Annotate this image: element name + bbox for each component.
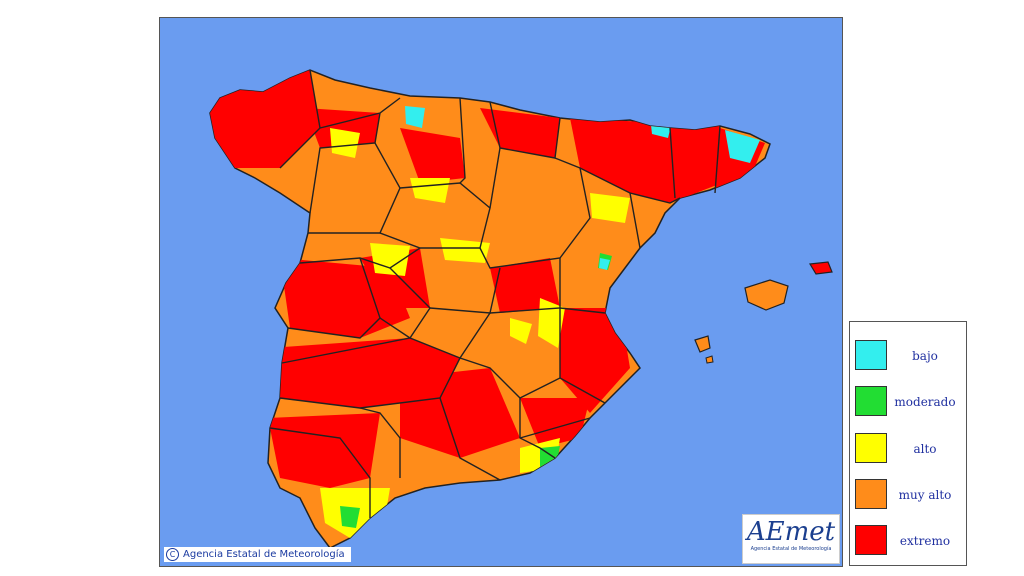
legend-item-alto: alto	[850, 426, 966, 472]
risk-map: C Agencia Estatal de Meteorología AEmet A…	[159, 17, 843, 567]
copyright-notice: C Agencia Estatal de Meteorología	[164, 547, 351, 562]
legend-swatch	[855, 525, 887, 555]
aemet-logo: AEmet Agencia Estatal de Meteorología	[742, 514, 840, 564]
legend-label: muy alto	[898, 488, 952, 502]
legend-swatch	[855, 386, 887, 416]
spain-map-svg	[209, 69, 833, 549]
legend-swatch	[855, 340, 887, 370]
island-ibiza	[694, 335, 711, 353]
legend-item-extremo: extremo	[850, 518, 966, 564]
legend-label: extremo	[899, 534, 951, 548]
legend-swatch	[855, 433, 887, 463]
island-formentera	[705, 355, 714, 364]
legend-label: alto	[913, 442, 937, 456]
aemet-logo-subtitle: Agencia Estatal de Meteorología	[750, 546, 832, 552]
copyright-icon: C	[166, 548, 179, 561]
legend-swatch	[855, 479, 887, 509]
island-menorca	[809, 261, 833, 275]
province-borders	[269, 69, 721, 518]
legend-item-moderado: moderado	[850, 379, 966, 425]
island-mallorca	[744, 279, 789, 311]
legend-item-muy-alto: muy alto	[850, 472, 966, 518]
legend-item-bajo: bajo	[850, 333, 966, 379]
legend: bajo moderado alto muy alto extremo	[849, 321, 967, 566]
copyright-text: Agencia Estatal de Meteorología	[183, 549, 345, 560]
aemet-logo-mark: AEmet	[746, 517, 836, 547]
legend-label: moderado	[894, 395, 956, 409]
legend-label: bajo	[912, 349, 938, 363]
